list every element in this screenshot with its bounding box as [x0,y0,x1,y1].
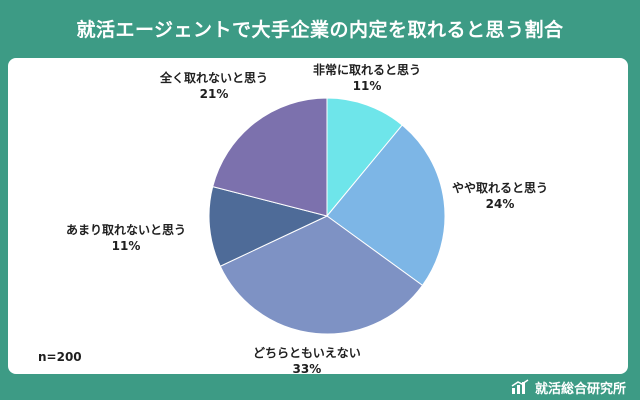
bar-chart-icon [511,379,529,394]
pie-slice-neutral [219,215,424,335]
slice-label-text: あまり取れないと思う [66,223,187,237]
pie-slice-very-unlikely [212,97,328,217]
slice-percent: 24% [485,197,515,211]
brand-logo: 就活総合研究所 [511,376,626,398]
pie-slice-very-likely [326,97,403,218]
slice-label-very-unlikely: 全く取れないと思う 21% [160,70,268,102]
sample-size-note: n=200 [38,350,82,364]
slice-label-very-likely: 非常に取れると思う 11% [313,62,421,94]
slice-percent: 11% [352,79,382,93]
slice-label-neutral: どちらともいえない 33% [253,345,361,377]
slice-label-text: どちらともいえない [253,346,361,360]
brand-name: 就活総合研究所 [534,381,626,397]
slice-percent: 33% [292,362,322,376]
chart-title: 就活エージェントで大手企業の内定を取れると思う割合 [76,18,564,41]
slice-percent: 11% [111,239,141,253]
slice-label-text: やや取れると思う [452,181,549,195]
slice-percent: 21% [199,87,229,101]
slice-label-text: 全く取れないと思う [160,71,269,85]
slice-label-unlikely: あまり取れないと思う 11% [66,222,186,254]
pie-slice-unlikely [208,186,329,267]
slice-label-text: 非常に取れると思う [313,63,422,77]
slice-label-somewhat-likely: やや取れると思う 24% [452,180,548,212]
pie-slice-somewhat-likely [326,124,446,287]
